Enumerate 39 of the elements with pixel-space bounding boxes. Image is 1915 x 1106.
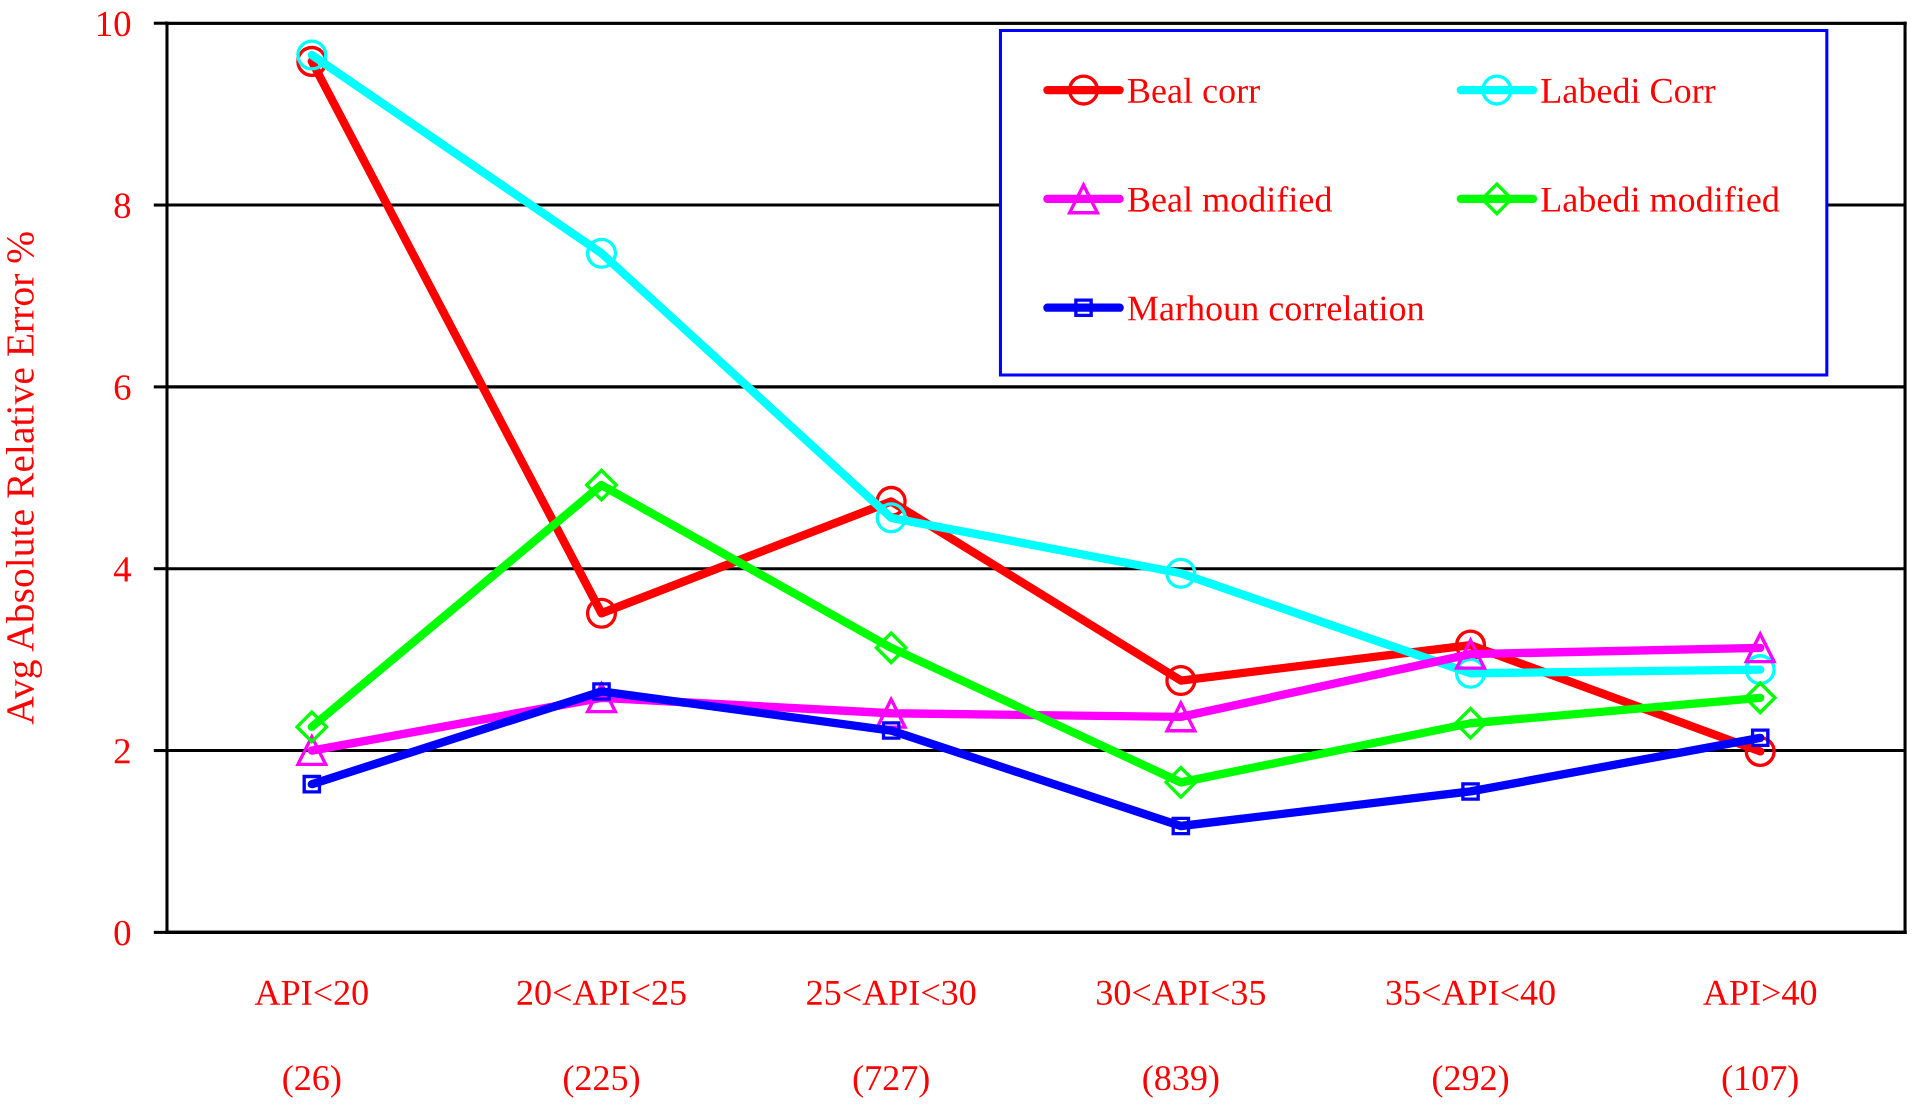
- point: [1165, 557, 1197, 589]
- point: [1454, 706, 1487, 740]
- point: [302, 774, 322, 794]
- category-label: 25<API<30 (727): [807, 980, 976, 1098]
- y-axis-title: Avg Absolute Relative Error %: [5, 232, 42, 725]
- point: [1743, 681, 1777, 715]
- y-tick-label: 4: [113, 557, 131, 582]
- point: [881, 721, 901, 740]
- point: [1165, 664, 1197, 697]
- y-tick-label: 8: [114, 193, 131, 219]
- point: [1744, 632, 1776, 664]
- point: [1454, 636, 1487, 670]
- category-label: API<20 (26): [254, 980, 368, 1098]
- category-label: 35<API<40 (292): [1386, 980, 1555, 1098]
- y-tick-label: 6: [114, 375, 131, 401]
- point: [1171, 816, 1191, 836]
- point: [1165, 701, 1197, 733]
- point: [296, 734, 328, 767]
- point: [585, 468, 618, 502]
- legend-label: Labedi Corr: [1541, 77, 1716, 104]
- point: [1461, 782, 1480, 801]
- y-tick-label: 10: [98, 11, 131, 37]
- point: [1750, 728, 1770, 748]
- point: [585, 597, 618, 629]
- category-label: API>40 (107): [1703, 980, 1817, 1098]
- legend-label: Labedi modified: [1541, 186, 1780, 212]
- legend-label: Beal modified: [1127, 186, 1332, 212]
- y-tick-label: 2: [114, 738, 130, 764]
- point: [585, 237, 618, 269]
- point: [295, 710, 329, 744]
- point: [874, 631, 908, 665]
- y-tick-label: 0: [114, 920, 131, 946]
- category-label: 20<API<25 (225): [517, 980, 686, 1098]
- category-label: 30<API<35 (839): [1097, 980, 1266, 1098]
- point: [1164, 765, 1198, 799]
- point: [875, 502, 907, 534]
- legend-label: Beal corr: [1127, 77, 1260, 104]
- point: [296, 39, 328, 71]
- legend-label: Marhoun correlation: [1127, 295, 1425, 321]
